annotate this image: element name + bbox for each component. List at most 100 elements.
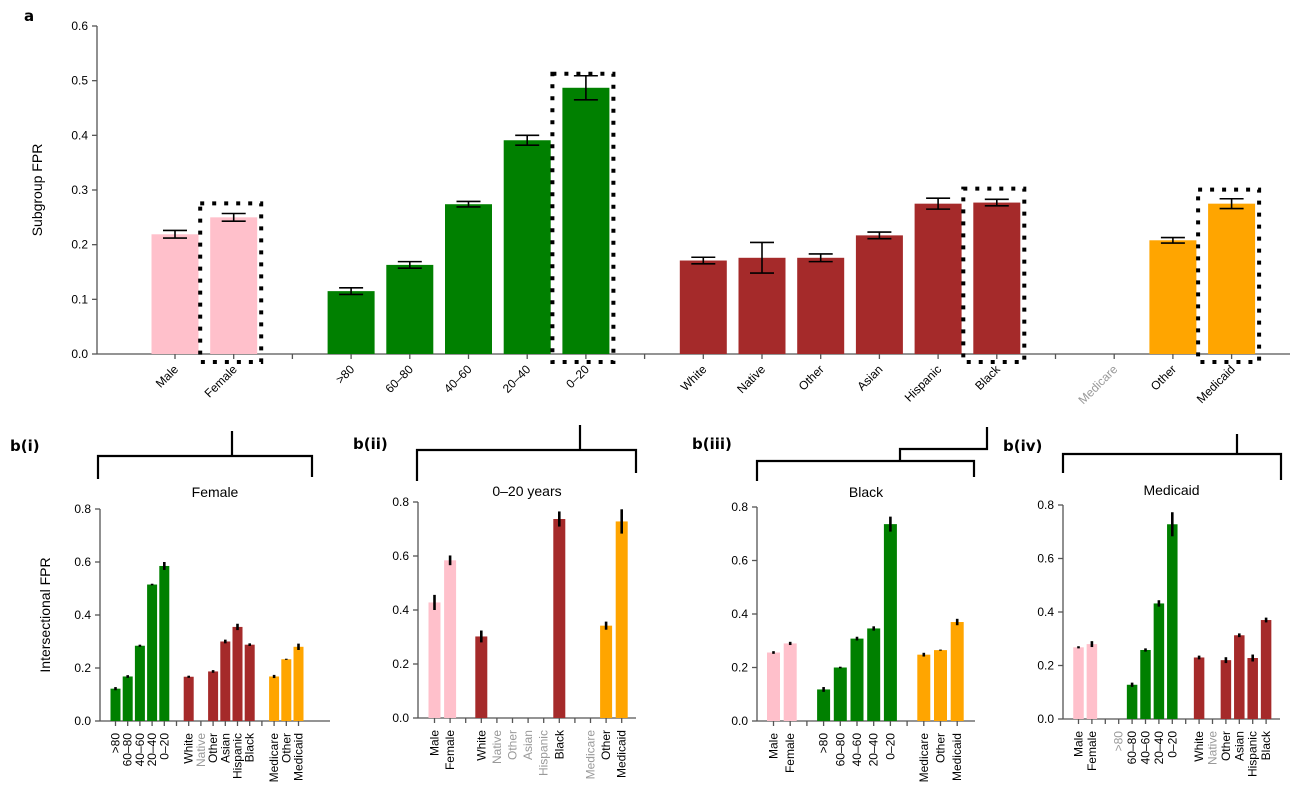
bar-male — [767, 652, 780, 721]
bar-80 — [327, 291, 375, 354]
bar-female — [783, 643, 797, 721]
x-tick-label-native: Native — [734, 362, 768, 396]
y-tick-label: 0.6 — [74, 555, 91, 569]
y-axis-title: Subgroup FPR — [29, 144, 45, 237]
x-tick-label-20-40: 20–40 — [145, 733, 159, 767]
bar-40-60 — [1140, 649, 1151, 719]
bar-other — [934, 650, 947, 721]
x-tick-label-white: White — [678, 362, 710, 394]
x-tick-label-other: Other — [796, 362, 827, 393]
bar-asian — [855, 235, 903, 354]
bar-black — [973, 202, 1021, 354]
chart-b1: 0.0 0.2 0.4 0.6 0.8 Intersectional FPR Female >… — [37, 484, 330, 782]
y-tick-label: 0.0 — [731, 714, 748, 728]
y-tick-label: 0.8 — [74, 502, 91, 516]
x-tick-label-other: Other — [934, 733, 948, 763]
x-tick-label-black: Black — [552, 729, 566, 759]
x-tick-label-medicare: Medicare — [267, 733, 281, 783]
bar-other — [1149, 240, 1197, 354]
bar-male — [151, 234, 199, 354]
bar-medicaid — [950, 622, 964, 721]
highlight-box-female — [198, 201, 264, 364]
x-tick-label-black: Black — [972, 362, 1003, 393]
x-tick-label-male: Male — [428, 730, 442, 756]
bar-0-20 — [883, 524, 897, 721]
x-tick-label-hispanic: Hispanic — [902, 362, 944, 404]
x-tick-label-asian: Asian — [1232, 731, 1246, 761]
x-tick-label-hispanic: Hispanic — [231, 733, 245, 779]
x-tick-label-60-80: 60–80 — [1125, 731, 1139, 765]
x-tick-label-60-80: 60–80 — [833, 733, 847, 767]
bar-hispanic — [1247, 658, 1258, 719]
bar-other — [281, 659, 292, 721]
bar-60-80 — [833, 667, 847, 721]
bar-medicare — [269, 676, 280, 721]
bar-female — [1086, 644, 1098, 719]
bracket-b4 — [1061, 434, 1283, 480]
bar-20-40 — [867, 628, 881, 721]
x-tick-label-native: Native — [490, 730, 504, 764]
x-tick-label-80: >80 — [1112, 731, 1126, 752]
chart-b4: 0.0 0.2 0.4 0.6 0.8 Medicaid Male Female >80 60–8… — [1037, 482, 1280, 777]
highlight-box-medicaid — [1196, 187, 1262, 364]
panel-label-a: a — [24, 7, 34, 25]
chart-a: 0.0 0.1 0.2 0.3 0.4 0.5 0.6 Subgroup FPR Male Fem… — [29, 19, 1290, 407]
bar-female — [444, 560, 457, 718]
x-tick-label-native: Native — [1206, 731, 1220, 765]
x-tick-label-other: Other — [599, 730, 613, 760]
x-tick-label-80: >80 — [817, 733, 831, 754]
bar-asian — [220, 641, 231, 721]
y-tick-label: 0.0 — [392, 711, 409, 725]
x-tick-label-other: Other — [506, 730, 520, 760]
x-tick-label-20-40: 20–40 — [1152, 731, 1166, 765]
x-tick-label-black: Black — [1259, 730, 1273, 760]
panel-title: Female — [192, 484, 239, 500]
x-tick-label-medicare: Medicare — [1076, 362, 1121, 407]
chart-b3: 0.0 0.2 0.4 0.6 0.8 Black Male Female >80 60–80 40… — [731, 484, 975, 782]
bar-other — [208, 671, 219, 721]
y-axis-title: Intersectional FPR — [37, 557, 53, 672]
bar-other — [797, 257, 845, 354]
bar-80 — [817, 689, 831, 721]
bar-medicaid — [615, 521, 628, 718]
bar-black — [1260, 620, 1272, 719]
x-tick-label-80: >80 — [109, 733, 123, 754]
y-tick-label: 0.2 — [1037, 659, 1054, 673]
bar-hispanic — [232, 626, 243, 721]
x-tick-label-medicaid: Medicaid — [1194, 362, 1238, 406]
bar-medicare — [917, 654, 931, 721]
x-tick-label-asian: Asian — [218, 733, 232, 763]
x-tick-label-0-20: 0–20 — [563, 362, 592, 391]
bar-40-60 — [850, 638, 864, 721]
y-tick-label: 0.2 — [74, 661, 91, 675]
x-tick-label-40-60: 40–60 — [850, 733, 864, 767]
x-tick-label-male: Male — [1072, 731, 1086, 757]
x-tick-label-female: Female — [783, 733, 797, 773]
y-tick-label: 0.8 — [392, 495, 409, 509]
y-tick-label: 0.2 — [392, 657, 409, 671]
x-tick-label-medicaid: Medicaid — [950, 733, 964, 781]
y-tick-label: 0.0 — [74, 714, 91, 728]
bracket-b1 — [96, 431, 314, 479]
x-tick-label-hispanic: Hispanic — [1246, 731, 1260, 777]
x-tick-label-female: Female — [443, 730, 457, 770]
x-tick-label-other: Other — [1219, 731, 1233, 761]
bar-0-20 — [1167, 524, 1178, 719]
x-tick-label-medicaid: Medicaid — [615, 730, 629, 778]
x-tick-label-female: Female — [202, 362, 240, 400]
bar-40-60 — [134, 645, 145, 721]
bar-medicaid — [1208, 203, 1256, 354]
y-tick-label: 0.4 — [1037, 605, 1054, 619]
bracket-b2 — [415, 425, 638, 481]
bar-black — [244, 644, 255, 721]
bar-white — [475, 636, 488, 718]
bar-white — [183, 676, 194, 721]
x-tick-label-80: >80 — [333, 362, 358, 387]
bar-medicaid — [293, 646, 304, 721]
x-tick-label-60-80: 60–80 — [121, 733, 135, 767]
x-tick-label-other: Other — [1148, 362, 1179, 393]
bar-male — [1073, 647, 1084, 719]
y-tick-label: 0.2 — [71, 238, 88, 252]
x-tick-label-20-40: 20–40 — [867, 733, 881, 767]
y-tick-label: 0.2 — [731, 661, 748, 675]
